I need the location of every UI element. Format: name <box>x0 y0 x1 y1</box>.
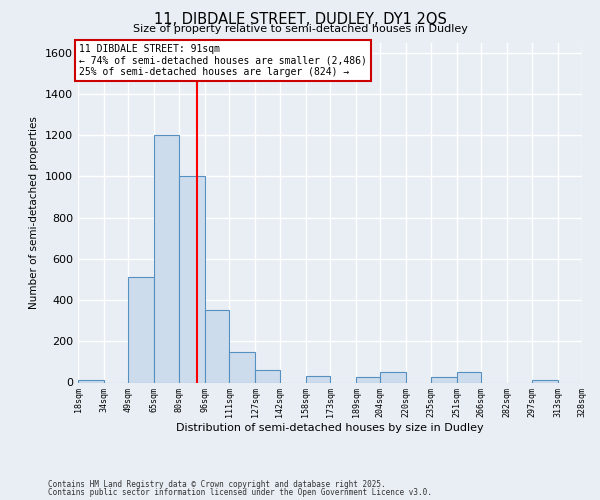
Bar <box>154 135 179 382</box>
Bar <box>431 378 457 382</box>
Bar <box>356 378 380 382</box>
Bar <box>457 372 481 382</box>
Bar <box>229 352 255 382</box>
Bar <box>380 372 406 382</box>
Bar <box>532 380 557 382</box>
X-axis label: Distribution of semi-detached houses by size in Dudley: Distribution of semi-detached houses by … <box>176 423 484 433</box>
Text: Size of property relative to semi-detached houses in Dudley: Size of property relative to semi-detach… <box>133 24 467 34</box>
Text: 11, DIBDALE STREET, DUDLEY, DY1 2QS: 11, DIBDALE STREET, DUDLEY, DY1 2QS <box>154 12 446 26</box>
Bar <box>255 370 280 382</box>
Bar <box>305 376 330 382</box>
Bar <box>128 278 154 382</box>
Y-axis label: Number of semi-detached properties: Number of semi-detached properties <box>29 116 40 309</box>
Bar <box>78 380 104 382</box>
Bar <box>179 176 205 382</box>
Text: 11 DIBDALE STREET: 91sqm
← 74% of semi-detached houses are smaller (2,486)
25% o: 11 DIBDALE STREET: 91sqm ← 74% of semi-d… <box>79 44 367 78</box>
Bar <box>205 310 229 382</box>
Text: Contains public sector information licensed under the Open Government Licence v3: Contains public sector information licen… <box>48 488 432 497</box>
Text: Contains HM Land Registry data © Crown copyright and database right 2025.: Contains HM Land Registry data © Crown c… <box>48 480 386 489</box>
